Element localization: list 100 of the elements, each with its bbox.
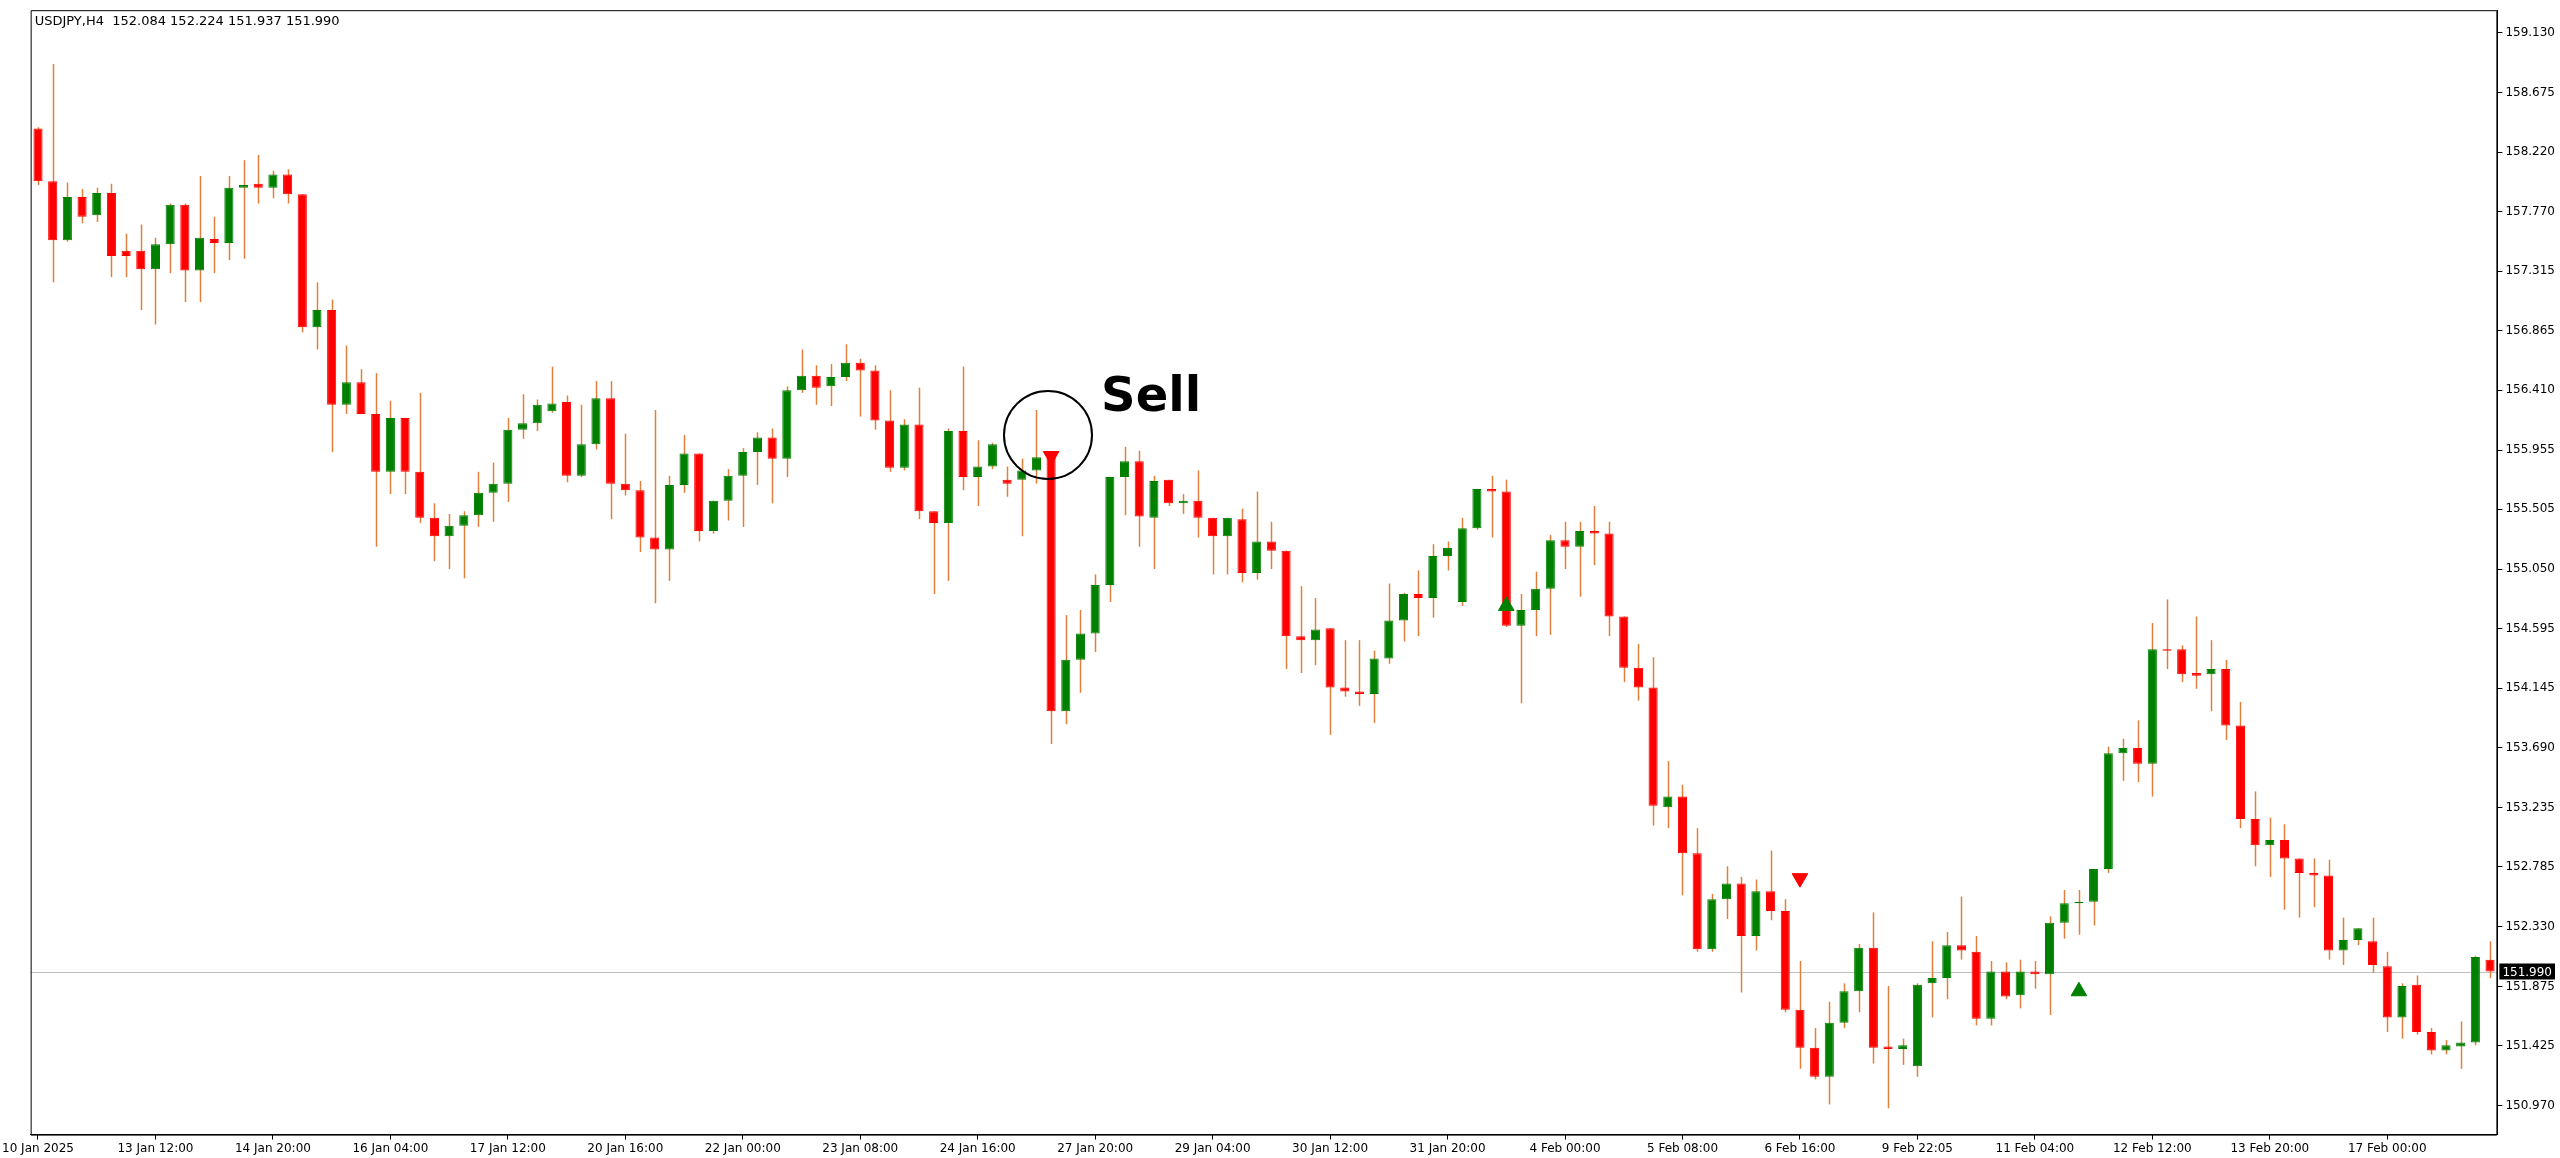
annotation: Sell (1101, 366, 1202, 423)
candlestick (1296, 585, 1306, 674)
candlestick (150, 236, 161, 326)
x-tick-label: 20 Jan 16:00 (587, 1140, 664, 1155)
candlestick (752, 431, 763, 486)
x-tick-label: 13 Jan 12:00 (117, 1140, 194, 1155)
candlestick (1633, 643, 1643, 702)
candlestick (312, 281, 322, 351)
candlestick (488, 461, 498, 523)
candlestick (1516, 593, 1526, 704)
candlestick (1443, 540, 1453, 572)
candlestick (2338, 916, 2348, 966)
candlestick (1956, 895, 1966, 961)
x-tick-label: 9 Feb 22:05 (1881, 1140, 1953, 1155)
candlestick (929, 510, 939, 595)
candlestick (1002, 465, 1012, 498)
y-tick-label: 156.865 (2505, 322, 2555, 337)
x-tick-label: 23 Jan 08:00 (822, 1140, 899, 1155)
candlestick (2309, 857, 2319, 908)
ref-line-label: 151.990 (2502, 964, 2552, 979)
candlestick (2265, 816, 2275, 878)
candlestick (855, 357, 865, 418)
y-tick-label: 151.425 (2505, 1037, 2555, 1052)
candlestick (796, 348, 807, 394)
candlestick (1927, 940, 1937, 1019)
candlestick (811, 364, 821, 406)
y-tick-label: 158.220 (2505, 144, 2555, 159)
candlestick (2191, 615, 2201, 690)
candlestick (209, 215, 219, 274)
candlestick (1266, 521, 1276, 570)
candlestick (2133, 719, 2143, 783)
candlestick (1354, 639, 1365, 707)
candlestick (738, 447, 748, 528)
candlestick (1031, 409, 1041, 485)
candlestick (1340, 639, 1350, 698)
candlestick (268, 169, 278, 200)
candlestick (2206, 639, 2216, 712)
y-tick-label: 156.410 (2505, 382, 2555, 397)
candlestick (2294, 857, 2304, 919)
x-tick-label: 13 Feb 20:00 (2230, 1140, 2310, 1155)
candlestick (1222, 517, 1232, 576)
x-tick-label: 17 Feb 00:00 (2347, 1140, 2427, 1155)
x-tick-label: 11 Feb 04:00 (1995, 1140, 2075, 1155)
candlestick (1413, 569, 1423, 637)
y-tick-label: 157.315 (2505, 263, 2555, 278)
y-tick-label: 153.690 (2505, 740, 2555, 755)
candlestick (2426, 1027, 2436, 1056)
candlestick (253, 154, 263, 205)
y-tick-label: 152.330 (2505, 918, 2555, 933)
candlestick (283, 168, 293, 205)
candlestick (2485, 940, 2495, 979)
candlestick (1208, 517, 1218, 576)
candlestick (2177, 644, 2187, 683)
candlestick (826, 363, 836, 407)
candlestick (1193, 469, 1203, 539)
x-tick-label: 4 Feb 00:00 (1529, 1140, 1601, 1155)
x-tick-label: 30 Jan 12:00 (1292, 1140, 1369, 1155)
y-tick-label: 155.505 (2505, 501, 2555, 516)
candlestick (136, 223, 146, 311)
y-tick-label: 152.785 (2505, 859, 2555, 874)
candlestick (2000, 961, 2011, 1000)
x-tick-label: 16 Jan 04:00 (352, 1140, 429, 1155)
x-tick-label: 5 Feb 08:00 (1646, 1140, 1719, 1155)
y-tick-label: 153.235 (2505, 799, 2555, 814)
y-tick-label: 150.970 (2505, 1097, 2555, 1112)
candlestick (532, 398, 542, 432)
y-tick-label: 154.145 (2505, 680, 2555, 695)
x-tick-label: 31 Jan 20:00 (1409, 1140, 1486, 1155)
candlestick (650, 409, 660, 605)
candlestick (2118, 738, 2128, 782)
candlestick (1560, 521, 1570, 570)
x-tick-label: 22 Jan 00:00 (704, 1140, 781, 1155)
candlestick (547, 365, 557, 414)
candlestick (841, 343, 851, 382)
candlestick (473, 471, 484, 528)
y-tick-label: 159.130 (2505, 24, 2555, 39)
candlestick (239, 159, 249, 260)
candlestick (1017, 457, 1027, 537)
candlestick (767, 427, 777, 505)
candlestick (517, 393, 528, 440)
candlestick (121, 233, 131, 278)
candlestick (1575, 521, 1585, 598)
y-tick-label: 154.595 (2505, 621, 2555, 636)
candlestick (1164, 478, 1174, 507)
candlestick (2368, 916, 2378, 974)
candlestick (987, 442, 997, 470)
candlestick (1310, 597, 1320, 666)
candlestick (1119, 446, 1130, 516)
candlestick (1721, 865, 1732, 920)
candlestick (1898, 1037, 1908, 1066)
x-tick-label: 17 Jan 12:00 (469, 1140, 546, 1155)
x-tick-label: 29 Jan 04:00 (1174, 1140, 1251, 1155)
candlestick (1531, 570, 1541, 637)
x-tick-label: 27 Jan 20:00 (1057, 1140, 1134, 1155)
y-tick-label: 157.770 (2505, 203, 2555, 218)
candlestick (2279, 823, 2290, 911)
x-tick-label: 24 Jan 16:00 (939, 1140, 1016, 1155)
y-tick-label: 155.050 (2505, 561, 2555, 576)
candlestick (1663, 760, 1673, 829)
candlestick (341, 344, 351, 415)
